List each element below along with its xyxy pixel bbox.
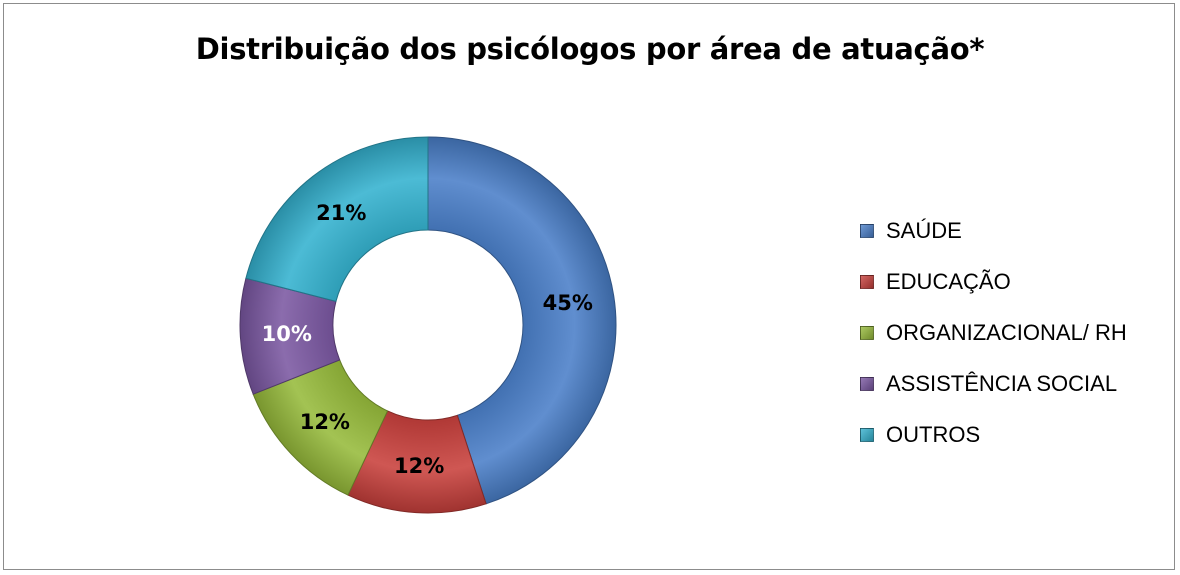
legend-item-educacao: EDUCAÇÃO bbox=[860, 256, 1160, 307]
slice-saude bbox=[427, 136, 617, 505]
legend-label: ASSISTÊNCIA SOCIAL bbox=[886, 370, 1118, 396]
legend-item-organizacional-rh: ORGANIZACIONAL/ RH bbox=[860, 307, 1160, 358]
legend-swatch bbox=[860, 274, 874, 289]
legend-label: ORGANIZACIONAL/ RH bbox=[886, 319, 1127, 345]
legend-item-assistencia-social: ASSISTÊNCIA SOCIAL bbox=[860, 358, 1160, 409]
data-label-outros: 21% bbox=[316, 201, 366, 225]
slice-outros bbox=[245, 136, 429, 302]
legend-swatch bbox=[860, 376, 874, 391]
chart-legend: SAÚDE EDUCAÇÃO ORGANIZACIONAL/ RH ASSISTÊNC… bbox=[860, 205, 1160, 460]
chart-title: Distribuição dos psicólogos por área de … bbox=[195, 32, 985, 66]
legend-label: OUTROS bbox=[886, 421, 981, 447]
legend-swatch bbox=[860, 325, 874, 340]
legend-item-saude: SAÚDE bbox=[860, 205, 1160, 256]
legend-item-outros: OUTROS bbox=[860, 409, 1160, 460]
data-label-educacao: 12% bbox=[394, 454, 444, 478]
data-label-assistencia-social: 10% bbox=[262, 322, 312, 346]
data-label-saude: 45% bbox=[543, 291, 593, 315]
legend-swatch bbox=[860, 223, 874, 238]
legend-label: SAÚDE bbox=[886, 217, 962, 243]
legend-label: EDUCAÇÃO bbox=[886, 268, 1011, 294]
legend-swatch bbox=[860, 427, 874, 442]
data-label-organizacional-rh: 12% bbox=[300, 410, 350, 434]
